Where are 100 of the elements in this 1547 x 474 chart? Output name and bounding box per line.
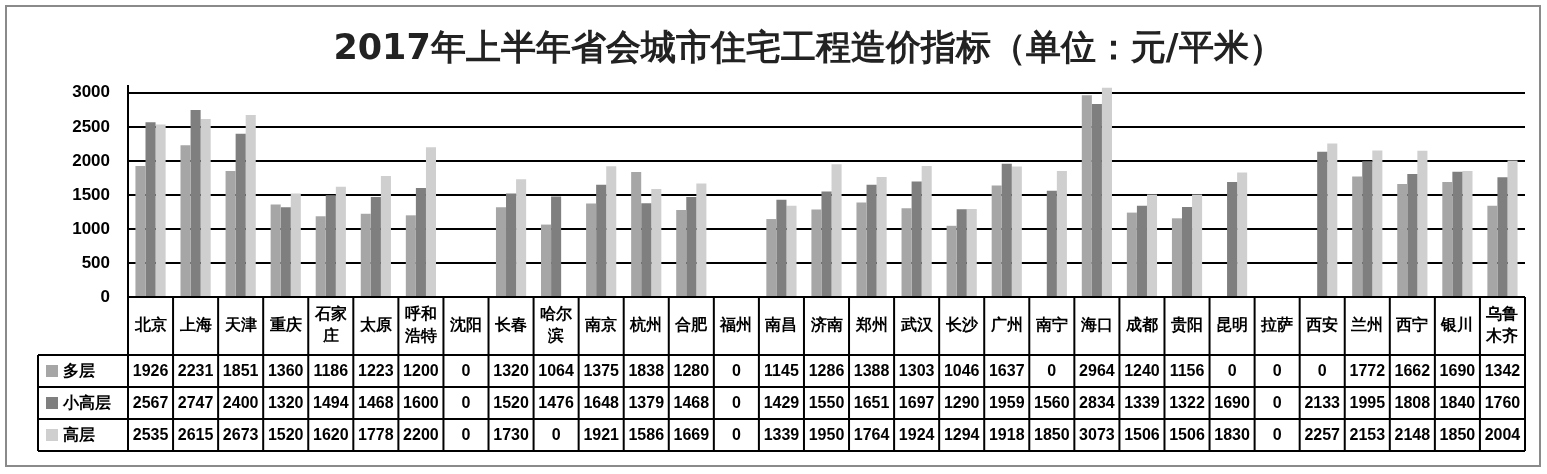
bar [415, 188, 426, 296]
x-tick-label: 哈尔滨 [540, 304, 574, 346]
x-tick-label: 南昌 [764, 315, 798, 335]
bar [1081, 95, 1092, 296]
data-label: 1600 [403, 394, 439, 412]
data-label: 0 [461, 394, 471, 412]
data-label: 1690 [1214, 394, 1250, 412]
data-label: 1850 [1439, 426, 1476, 444]
x-tick-label: 武汉 [899, 315, 934, 335]
bar [1136, 205, 1147, 296]
bar [425, 147, 437, 296]
bar [1462, 171, 1473, 296]
x-tick-label: 拉萨 [1260, 315, 1294, 335]
bar [651, 189, 662, 296]
bar [1417, 150, 1428, 296]
bar [856, 202, 867, 296]
bar [586, 203, 597, 296]
x-tick-label: 昆明 [1216, 315, 1249, 335]
bar [1237, 172, 1248, 296]
bar [235, 133, 246, 296]
x-tick-label: 南宁 [1034, 315, 1068, 335]
bar [245, 115, 256, 296]
bar [1397, 183, 1408, 296]
bar [876, 176, 887, 296]
y-tick-label: 1000 [72, 218, 110, 238]
bar [135, 165, 146, 296]
bar [551, 196, 562, 296]
x-tick-label: 济南 [809, 315, 843, 335]
x-tick-label: 天津 [223, 315, 257, 335]
data-label: 1360 [267, 362, 304, 380]
bar [1011, 166, 1022, 296]
bar [776, 199, 787, 296]
data-label: 1959 [988, 394, 1025, 412]
data-label: 0 [461, 362, 471, 380]
data-label: 1550 [808, 394, 845, 412]
bar [1091, 104, 1102, 296]
data-label: 1506 [1124, 426, 1160, 444]
x-tick-label: 乌鲁木齐 [1485, 304, 1519, 346]
data-label: 1064 [538, 362, 575, 380]
data-label: 1342 [1484, 362, 1521, 380]
bar [786, 205, 797, 296]
bar [1171, 218, 1182, 296]
x-tick-label: 贵阳 [1170, 315, 1204, 335]
data-label: 1778 [358, 426, 394, 444]
bar [991, 185, 1002, 296]
x-tick-label: 广州 [989, 315, 1023, 335]
data-label: 0 [1272, 426, 1282, 444]
bar [1407, 173, 1418, 296]
y-tick-label: 2500 [72, 116, 110, 136]
data-label: 1506 [1169, 426, 1205, 444]
x-tick-label: 太原 [358, 315, 392, 335]
data-label: 1322 [1169, 394, 1205, 412]
data-label: 2004 [1484, 426, 1521, 444]
data-label: 1921 [583, 426, 620, 444]
data-label: 2535 [132, 426, 169, 444]
data-label: 1651 [853, 394, 890, 412]
data-label: 1995 [1349, 394, 1386, 412]
bar [1046, 190, 1057, 296]
x-tick-label: 海口 [1079, 315, 1113, 335]
data-label: 1926 [132, 362, 169, 380]
data-label: 1850 [1034, 426, 1070, 444]
bar [335, 186, 346, 296]
data-label: 1637 [988, 362, 1025, 380]
bar [766, 219, 777, 296]
data-label: 1145 [764, 362, 799, 380]
x-tick-label: 西安 [1305, 315, 1339, 335]
data-label: 1669 [673, 426, 710, 444]
bar [901, 208, 912, 296]
data-label: 1838 [628, 362, 665, 380]
data-label: 1620 [312, 426, 349, 444]
data-label: 1662 [1394, 362, 1431, 380]
data-label: 1468 [358, 394, 394, 412]
bar [966, 208, 977, 296]
bar [946, 225, 957, 296]
data-label: 1494 [312, 394, 349, 412]
data-label: 0 [1047, 362, 1057, 380]
data-label: 1950 [808, 426, 845, 444]
x-tick-label: 重庆 [268, 315, 302, 335]
bar [1317, 151, 1328, 296]
data-label: 1339 [1124, 394, 1160, 412]
data-label: 0 [1272, 362, 1282, 380]
bar [956, 209, 967, 296]
data-label: 2400 [222, 394, 259, 412]
data-label: 0 [731, 426, 741, 444]
data-label: 2673 [222, 426, 259, 444]
data-label: 0 [461, 426, 471, 444]
bar [596, 184, 607, 296]
bar [1507, 160, 1518, 296]
x-tick-label: 银川 [1440, 315, 1474, 335]
bar [190, 110, 201, 296]
data-label: 1560 [1034, 394, 1070, 412]
bar [1181, 207, 1193, 296]
x-tick-label: 福州 [719, 315, 753, 335]
bar [405, 215, 416, 296]
y-tick-label: 3000 [72, 82, 110, 102]
data-label: 1808 [1394, 394, 1431, 412]
data-label: 1697 [898, 394, 935, 412]
x-tick-label: 南京 [584, 315, 618, 335]
data-label: 1375 [583, 362, 620, 380]
legend-label: 小高层 [62, 393, 111, 413]
